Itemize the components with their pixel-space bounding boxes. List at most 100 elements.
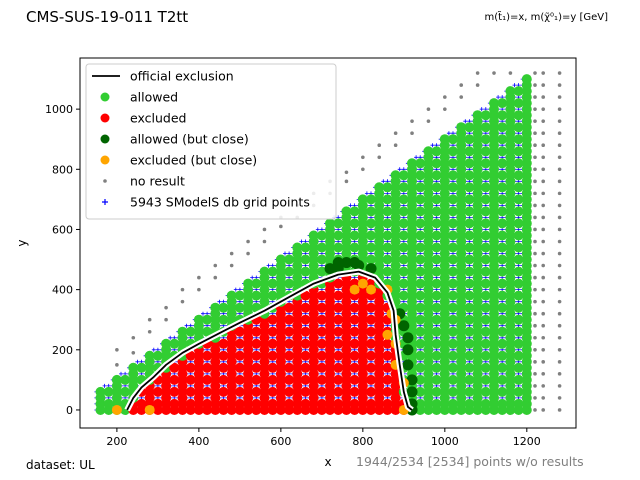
excluded-point	[185, 350, 196, 361]
no-result-point	[197, 275, 201, 280]
allowed-point	[513, 266, 524, 277]
no-result-point	[533, 299, 537, 304]
allowed-point	[497, 182, 508, 193]
excluded-point	[366, 302, 376, 313]
allowed-point	[497, 362, 508, 373]
allowed-point	[513, 146, 524, 157]
excluded-point	[366, 362, 376, 373]
allowed-point	[431, 350, 442, 361]
allowed-point	[480, 158, 491, 169]
allowed-point	[415, 338, 426, 349]
allowed-point	[259, 266, 270, 277]
no-result-point	[557, 131, 562, 136]
chart-subtitle: m(t̃₁)=x, m(χ̃⁰₁)=y [GeV]	[484, 12, 609, 23]
allowed-point	[382, 242, 393, 253]
allowed-point	[497, 194, 508, 205]
allowed-close-point	[365, 263, 377, 275]
no-result-point	[541, 287, 546, 292]
allowed-point	[464, 146, 475, 157]
no-result-point	[229, 263, 234, 268]
excluded-point	[349, 386, 360, 397]
legend-box	[85, 63, 337, 220]
allowed-point	[464, 278, 475, 289]
allowed-point	[415, 194, 426, 205]
excluded-point	[267, 362, 278, 373]
no-result-point	[410, 119, 414, 123]
allowed-point	[464, 218, 475, 229]
allowed-point	[431, 314, 442, 325]
no-result-point	[557, 372, 562, 376]
allowed-point	[448, 158, 458, 169]
excluded-point	[218, 362, 229, 373]
no-result-point	[557, 239, 562, 244]
allowed-point	[464, 254, 475, 265]
allowed-point	[513, 110, 524, 121]
allowed-point	[349, 218, 360, 229]
legend-circle-marker	[100, 113, 110, 123]
legend-label: allowed	[130, 90, 178, 105]
excluded-point	[300, 398, 311, 409]
allowed-point	[464, 230, 475, 241]
allowed-point	[480, 110, 491, 121]
allowed-point	[423, 146, 434, 157]
excluded-close-point	[366, 284, 377, 295]
no-result-point	[541, 347, 546, 352]
allowed-point	[275, 254, 286, 265]
excluded-point	[267, 398, 278, 409]
allowed-point	[169, 338, 180, 349]
no-result-point	[541, 95, 546, 99]
allowed-point	[349, 230, 360, 241]
allowed-point	[464, 134, 475, 145]
allowed-point	[464, 206, 475, 217]
excluded-point	[234, 362, 245, 373]
excluded-point	[333, 386, 344, 397]
no-result-point	[557, 287, 562, 292]
allowed-point	[218, 302, 229, 313]
allowed-close-point	[402, 359, 414, 371]
excluded-point	[284, 398, 295, 409]
excluded-point	[333, 398, 344, 409]
allowed-point	[480, 350, 491, 361]
allowed-point	[431, 386, 442, 397]
allowed-close-point	[340, 257, 352, 269]
allowed-point	[415, 302, 426, 313]
no-result-point	[533, 311, 537, 316]
no-result-point	[541, 167, 546, 172]
allowed-point	[497, 170, 508, 181]
excluded-close-point	[357, 278, 368, 289]
allowed-point	[300, 266, 311, 277]
no-result-point	[361, 167, 365, 172]
allowed-point	[448, 398, 458, 409]
allowed-point	[497, 374, 508, 385]
excluded-point	[382, 386, 393, 397]
allowed-point	[480, 386, 491, 397]
allowed-point	[513, 338, 524, 349]
allowed-point	[480, 242, 491, 253]
no-result-point	[426, 119, 431, 123]
allowed-point	[210, 302, 221, 313]
excluded-point	[349, 326, 360, 337]
no-result-point	[541, 335, 546, 340]
allowed-point	[415, 158, 426, 169]
allowed-point	[398, 254, 409, 265]
allowed-point	[456, 122, 467, 133]
no-result-point	[557, 408, 562, 412]
allowed-point	[480, 230, 491, 241]
excluded-point	[234, 338, 245, 349]
excluded-point	[300, 350, 311, 361]
x-tick-label: 200	[106, 435, 127, 448]
allowed-point	[300, 254, 311, 265]
no-result-point	[508, 71, 513, 75]
allowed-point	[177, 326, 188, 337]
excluded-point	[349, 302, 360, 313]
allowed-point	[284, 254, 295, 265]
allowed-point	[497, 122, 508, 133]
no-result-point	[533, 155, 537, 160]
no-result-point	[541, 384, 546, 388]
allowed-point	[472, 110, 483, 121]
no-result-point	[279, 224, 283, 229]
allowed-point	[448, 386, 458, 397]
no-result-point	[557, 263, 562, 268]
no-result-point	[541, 323, 546, 328]
